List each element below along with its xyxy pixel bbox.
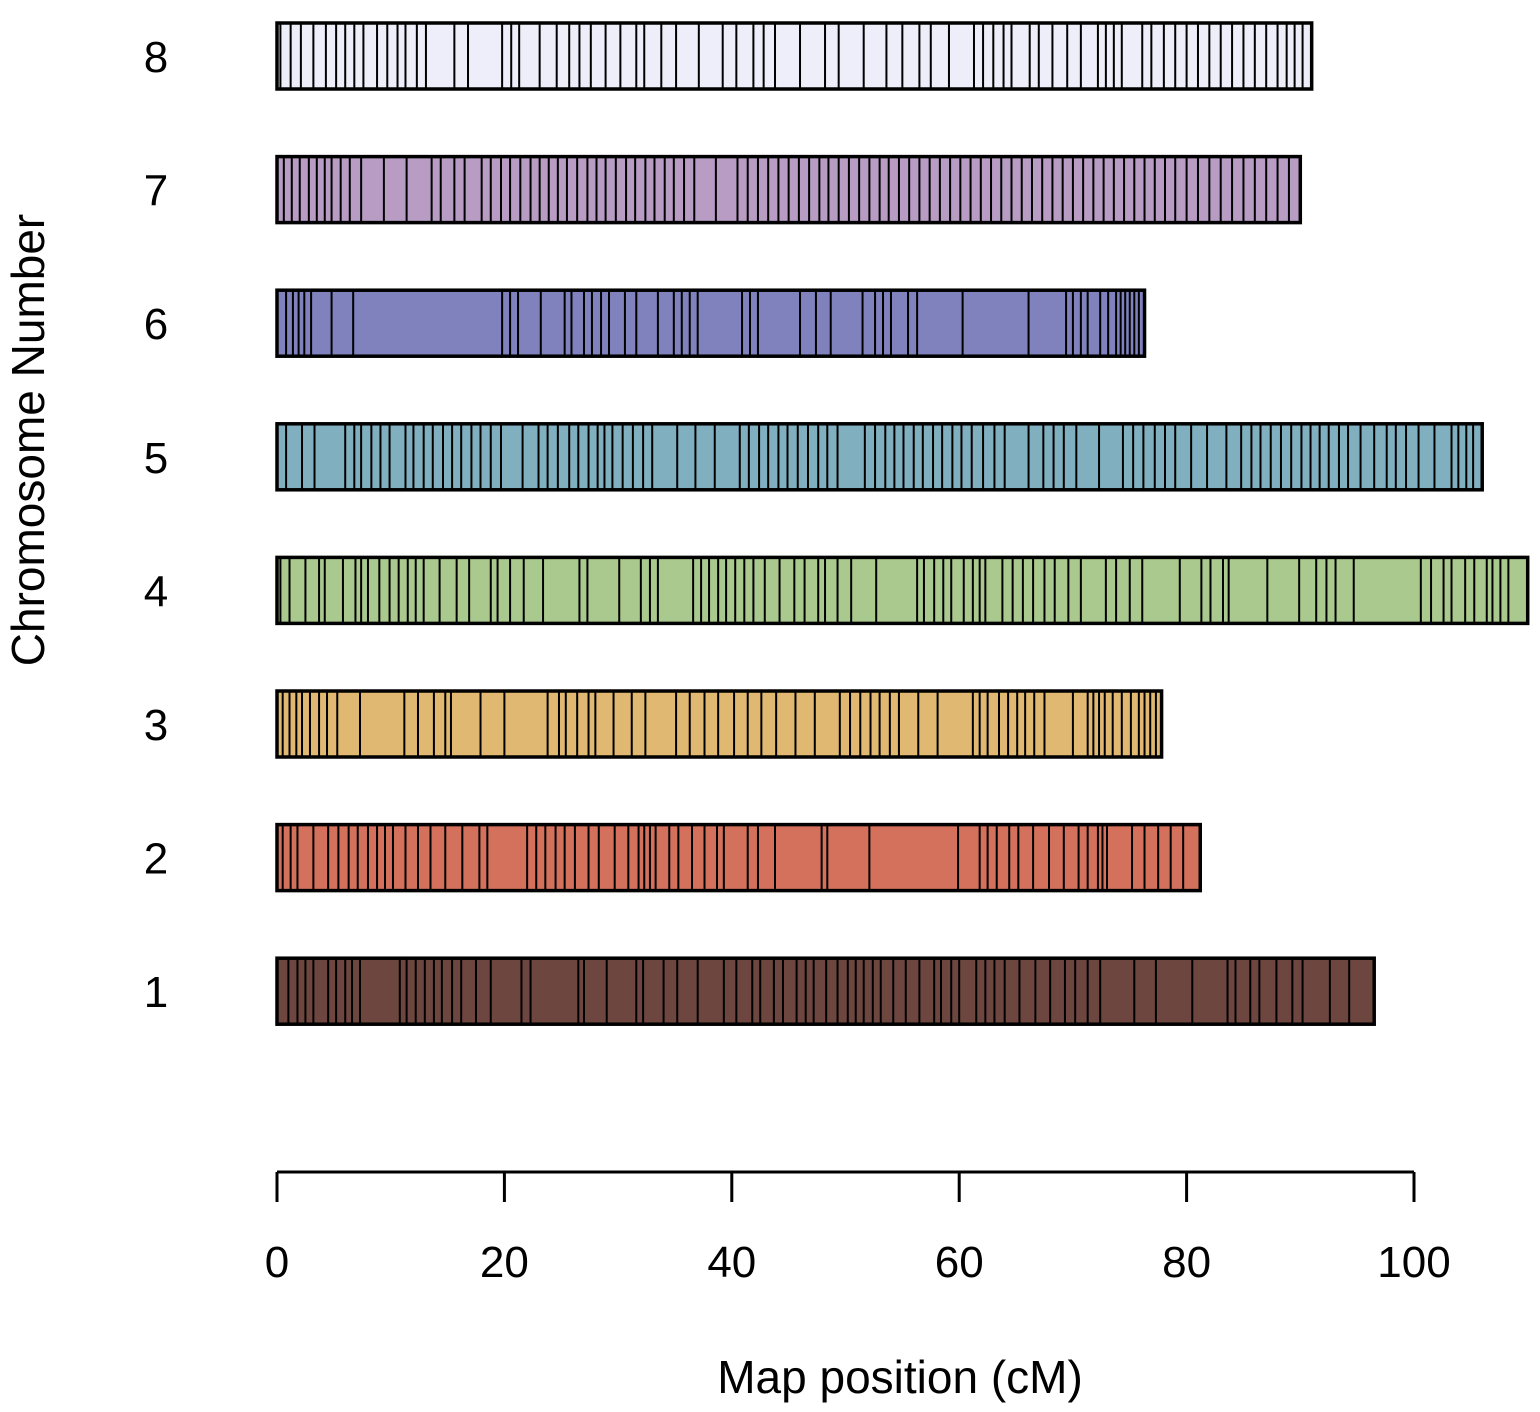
chromosome-8-body <box>277 23 1312 89</box>
chromosome-label-8: 8 <box>144 33 168 82</box>
chromosome-3-outline <box>275 689 1164 759</box>
chromosome-6-body <box>277 290 1145 357</box>
chromosome-label-4: 4 <box>144 567 168 616</box>
chromosome-bars: 1 2 3 4 5 6 7 8 <box>144 21 1530 1026</box>
chromosome-label-2: 2 <box>144 835 168 884</box>
chromosome-5: 5 <box>144 422 1484 492</box>
x-tick-label: 20 <box>480 1238 529 1287</box>
chromosome-label-1: 1 <box>144 968 168 1017</box>
chromosome-7: 7 <box>144 154 1303 225</box>
chromosome-2: 2 <box>144 822 1202 893</box>
x-axis-title: Map position (cM) <box>717 1351 1083 1403</box>
x-tick-label: 40 <box>707 1238 756 1287</box>
chromosome-2-outline <box>275 822 1202 893</box>
chromosome-4: 4 <box>144 555 1530 626</box>
chromosome-6: 6 <box>144 288 1147 358</box>
chromosome-1-outline <box>275 956 1376 1026</box>
x-tick-label: 0 <box>265 1238 289 1287</box>
chromosome-4-body <box>277 557 1528 624</box>
x-axis: 0 20 40 60 80 100 <box>265 1170 1451 1287</box>
chromosome-2-body <box>277 824 1201 891</box>
chromosome-3-body <box>277 691 1162 757</box>
x-tick-label: 100 <box>1377 1238 1450 1287</box>
chromosome-label-3: 3 <box>144 701 168 750</box>
chromosome-8-outline <box>275 21 1314 91</box>
chromosome-8: 8 <box>144 21 1314 91</box>
chromosome-label-6: 6 <box>144 300 168 349</box>
chromosome-label-7: 7 <box>144 167 168 216</box>
x-tick-label: 80 <box>1162 1238 1211 1287</box>
x-tick-label: 60 <box>935 1238 984 1287</box>
chromosome-5-outline <box>275 422 1484 492</box>
chromosome-label-5: 5 <box>144 434 168 483</box>
chromosome-7-outline <box>275 154 1303 225</box>
y-axis-title: Chromosome Number <box>2 214 54 666</box>
chromosome-1: 1 <box>144 956 1376 1026</box>
chromosome-6-outline <box>275 288 1147 358</box>
chromosome-4-outline <box>275 555 1530 626</box>
chromosome-3: 3 <box>144 689 1164 759</box>
